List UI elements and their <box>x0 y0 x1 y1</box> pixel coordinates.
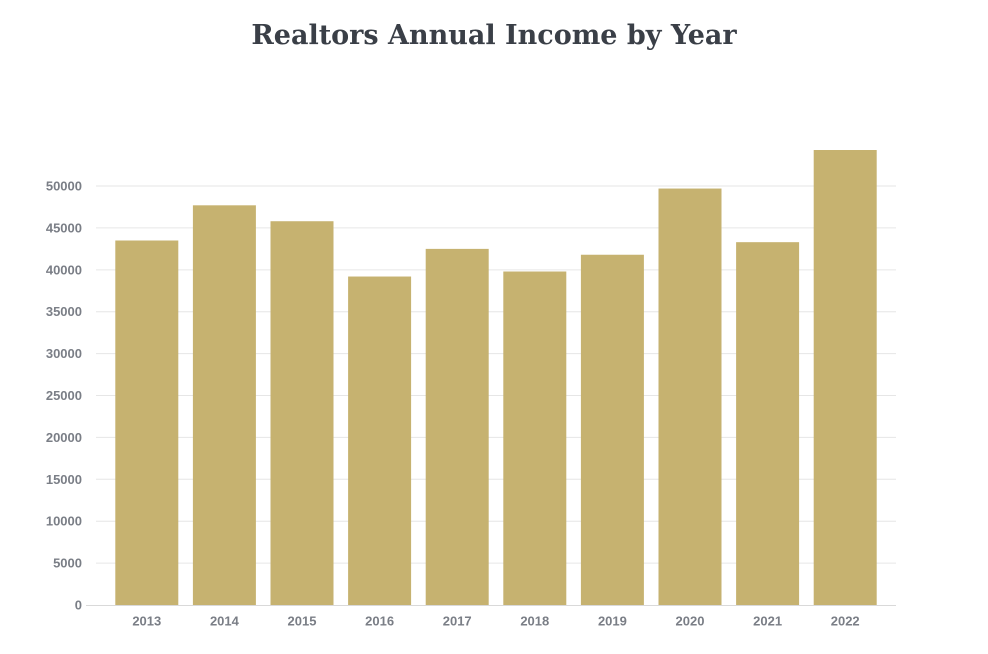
bar <box>192 205 256 605</box>
y-tick-label: 0 <box>75 598 82 613</box>
y-tick-label: 5000 <box>53 556 82 571</box>
y-tick-label: 30000 <box>46 346 82 361</box>
x-tick-label: 2022 <box>831 614 860 629</box>
y-tick-label: 15000 <box>46 472 82 487</box>
y-tick-label: 40000 <box>46 262 82 277</box>
bar <box>270 221 334 605</box>
bar <box>736 242 800 606</box>
x-tick-label: 2020 <box>676 614 705 629</box>
x-tick-label: 2017 <box>443 614 472 629</box>
x-tick-label: 2019 <box>598 614 627 629</box>
bar <box>813 150 877 605</box>
x-tick-label: 2016 <box>365 614 394 629</box>
x-tick-label: 2014 <box>210 614 240 629</box>
bar <box>658 188 722 606</box>
bar <box>425 248 489 605</box>
y-tick-label: 25000 <box>46 388 82 403</box>
bar <box>580 254 644 605</box>
y-tick-label: 45000 <box>46 220 82 235</box>
bar <box>115 240 179 605</box>
chart-title: Realtors Annual Income by Year <box>251 20 737 51</box>
y-tick-label: 10000 <box>46 514 82 529</box>
x-tick-label: 2013 <box>132 614 161 629</box>
y-tick-label: 35000 <box>46 304 82 319</box>
y-tick-label: 20000 <box>46 430 82 445</box>
x-tick-label: 2018 <box>520 614 549 629</box>
y-tick-label: 50000 <box>46 179 82 194</box>
x-tick-label: 2015 <box>288 614 317 629</box>
x-tick-label: 2021 <box>753 614 782 629</box>
bar <box>503 271 567 605</box>
bar <box>348 276 412 605</box>
